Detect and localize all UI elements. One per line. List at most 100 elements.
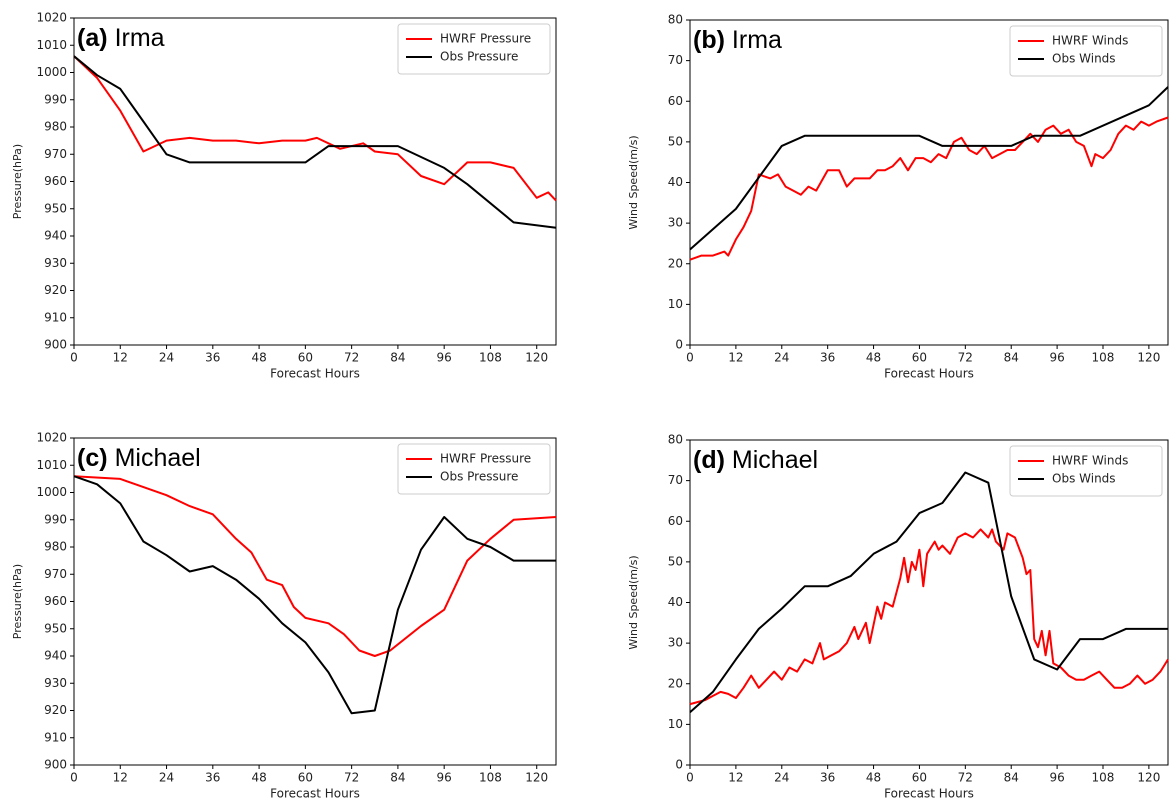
y-axis-label: Wind Speed(m/s) — [627, 135, 640, 229]
legend-label: Obs Winds — [1052, 52, 1116, 66]
legend-box — [397, 443, 551, 495]
x-tick-label: 96 — [437, 351, 452, 365]
y-axis-label: Wind Speed(m/s) — [627, 555, 640, 649]
x-axis-label: Forecast Hours — [270, 787, 360, 801]
x-tick-label: 36 — [205, 771, 220, 785]
x-tick-label: 36 — [820, 351, 835, 365]
x-tick-label: 48 — [866, 351, 881, 365]
y-tick-label: 0 — [675, 338, 683, 352]
panel-label: (d) — [693, 446, 725, 474]
data-line — [73, 55, 557, 202]
panel: 0 12 24 36 48 60 72 84 96 108 120 0 10 20 30 40 50 60 70 80… — [627, 13, 1169, 381]
y-tick-label: 950 — [44, 201, 67, 215]
y-tick-label: 20 — [668, 676, 683, 690]
x-tick-label: 72 — [958, 351, 973, 365]
x-tick-label: 24 — [159, 771, 174, 785]
x-axis-label: Forecast Hours — [884, 367, 974, 381]
y-tick-label: 80 — [668, 433, 683, 447]
x-tick-label: 24 — [774, 771, 789, 785]
y-tick-label: 940 — [44, 229, 67, 243]
y-tick-label: 60 — [668, 514, 683, 528]
x-tick-label: 36 — [205, 351, 220, 365]
x-tick-label: 0 — [70, 351, 78, 365]
y-tick-label: 990 — [44, 92, 67, 106]
data-line — [73, 475, 557, 657]
x-tick-label: 0 — [686, 771, 694, 785]
x-tick-label: 72 — [344, 351, 359, 365]
legend-label: HWRF Pressure — [440, 32, 531, 46]
panel: 0 12 24 36 48 60 72 84 96 108 120 900 910 920 930 940 95… — [11, 11, 557, 381]
x-tick-label: 96 — [1049, 771, 1064, 785]
y-tick-label: 0 — [675, 758, 683, 772]
legend-label: Obs Winds — [1052, 472, 1116, 486]
x-tick-label: 96 — [437, 771, 452, 785]
y-tick-label: 60 — [668, 94, 683, 108]
y-tick-label: 30 — [668, 636, 683, 650]
x-tick-label: 108 — [479, 351, 502, 365]
y-tick-label: 990 — [44, 512, 67, 526]
y-tick-label: 1000 — [36, 65, 67, 79]
y-tick-label: 910 — [44, 310, 67, 324]
y-tick-label: 10 — [668, 717, 683, 731]
y-tick-label: 930 — [44, 256, 67, 270]
x-tick-label: 108 — [479, 771, 502, 785]
y-tick-label: 980 — [44, 120, 67, 134]
y-axis-label: Pressure(hPa) — [11, 564, 24, 639]
y-axis-label: Pressure(hPa) — [11, 144, 24, 219]
x-axis-label: Forecast Hours — [884, 787, 974, 801]
x-tick-label: 72 — [344, 771, 359, 785]
panel-label: (b) — [693, 26, 725, 54]
x-axis-label: Forecast Hours — [270, 367, 360, 381]
legend-label: HWRF Winds — [1052, 454, 1128, 468]
y-tick-label: 900 — [44, 338, 67, 352]
data-line — [73, 475, 556, 715]
x-tick-label: 24 — [159, 351, 174, 365]
x-tick-label: 120 — [525, 771, 548, 785]
x-tick-label: 36 — [820, 771, 835, 785]
panel: 0 12 24 36 48 60 72 84 96 108 120 900 910 920 930 940 95… — [11, 431, 557, 801]
x-tick-label: 84 — [1004, 771, 1019, 785]
legend-box — [1009, 25, 1163, 77]
x-tick-label: 84 — [390, 771, 405, 785]
y-tick-label: 960 — [44, 174, 67, 188]
x-tick-label: 48 — [866, 771, 881, 785]
legend-box — [397, 23, 551, 75]
y-tick-label: 900 — [44, 758, 67, 772]
x-tick-label: 60 — [298, 351, 313, 365]
panel-title: (a) Irma — [77, 24, 165, 52]
x-tick-label: 108 — [1092, 771, 1115, 785]
x-tick-label: 12 — [728, 351, 743, 365]
legend-label: Obs Pressure — [440, 50, 518, 64]
x-tick-label: 12 — [113, 351, 128, 365]
y-tick-label: 30 — [668, 216, 683, 230]
panel-label: (a) — [77, 24, 108, 52]
y-tick-label: 920 — [44, 703, 67, 717]
y-tick-label: 1020 — [36, 431, 67, 445]
x-tick-label: 0 — [686, 351, 694, 365]
y-tick-label: 920 — [44, 283, 67, 297]
x-tick-label: 84 — [390, 351, 405, 365]
data-line — [689, 528, 1169, 706]
y-tick-label: 970 — [44, 567, 67, 581]
x-tick-label: 84 — [1004, 351, 1019, 365]
y-tick-label: 50 — [668, 554, 683, 568]
y-tick-label: 1000 — [36, 485, 67, 499]
y-tick-label: 40 — [668, 175, 683, 189]
legend-box — [1009, 445, 1163, 497]
y-tick-label: 70 — [668, 53, 683, 67]
data-line — [689, 471, 1168, 713]
legend-label: HWRF Pressure — [440, 452, 531, 466]
y-tick-label: 950 — [44, 621, 67, 635]
x-tick-label: 60 — [298, 771, 313, 785]
x-tick-label: 60 — [912, 771, 927, 785]
y-tick-label: 1020 — [36, 11, 67, 25]
panel-title: (d) Michael — [693, 446, 818, 474]
y-tick-label: 1010 — [36, 458, 67, 472]
legend-label: HWRF Winds — [1052, 34, 1128, 48]
x-tick-label: 72 — [958, 771, 973, 785]
panel-title-text: Michael — [115, 444, 201, 472]
x-tick-label: 60 — [912, 351, 927, 365]
y-tick-label: 940 — [44, 649, 67, 663]
